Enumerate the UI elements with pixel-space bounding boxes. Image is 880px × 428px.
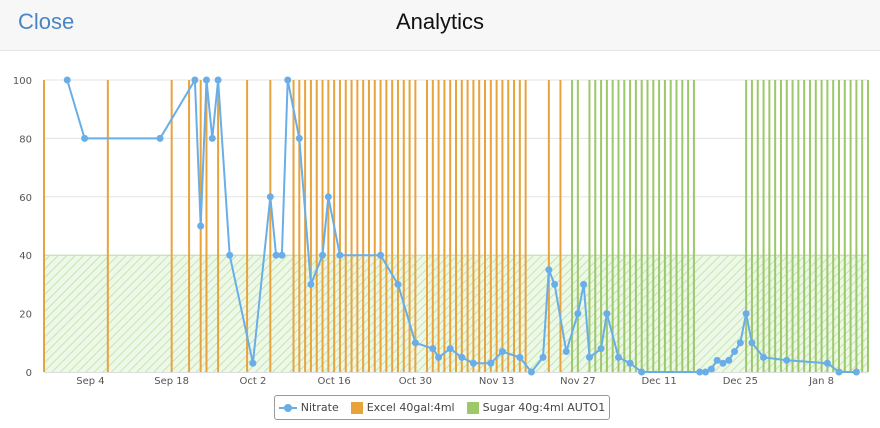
nitrate-point: [208, 134, 216, 142]
nitrate-point: [551, 280, 559, 288]
top-bar: Close Analytics: [0, 0, 880, 51]
x-tick-label: Dec 11: [641, 376, 676, 387]
nitrate-point: [278, 251, 286, 259]
legend-item-nitrate[interactable]: Nitrate: [278, 401, 339, 414]
x-tick-label: Nov 13: [479, 376, 514, 387]
nitrate-point: [469, 359, 477, 367]
chart-legend: Nitrate Excel 40gal:4ml Sugar 40g:4ml AU…: [274, 395, 610, 420]
nitrate-point: [63, 76, 71, 84]
nitrate-point: [429, 345, 437, 353]
nitrate-point: [823, 359, 831, 367]
nitrate-point: [81, 134, 89, 142]
nitrate-point: [272, 251, 280, 259]
nitrate-point: [731, 348, 739, 356]
y-tick-label: 100: [13, 76, 32, 87]
y-tick-label: 0: [26, 368, 32, 379]
x-tick-label: Dec 25: [723, 376, 758, 387]
nitrate-point: [638, 368, 646, 376]
nitrate-point: [562, 348, 570, 356]
nitrate-point: [603, 310, 611, 318]
nitrate-point: [539, 353, 547, 361]
y-tick-label: 40: [19, 251, 32, 262]
nitrate-point: [284, 76, 292, 84]
nitrate-point: [725, 356, 733, 364]
nitrate-point: [783, 356, 791, 364]
nitrate-point: [580, 280, 588, 288]
nitrate-swatch: [278, 403, 297, 412]
nitrate-point: [702, 368, 710, 376]
nitrate-point: [614, 353, 622, 361]
nitrate-point: [411, 339, 419, 347]
y-tick-label: 80: [19, 134, 32, 145]
nitrate-point: [713, 356, 721, 364]
x-tick-label: Oct 16: [318, 376, 351, 387]
nitrate-point: [394, 280, 402, 288]
excel-swatch: [350, 401, 363, 414]
y-tick-label: 20: [19, 310, 32, 321]
nitrate-point: [736, 339, 744, 347]
nitrate-point: [719, 359, 727, 367]
nitrate-point: [574, 310, 582, 318]
nitrate-point: [249, 359, 257, 367]
y-tick-label: 60: [19, 193, 32, 204]
nitrate-point: [597, 345, 605, 353]
nitrate-point: [742, 310, 750, 318]
nitrate-point: [156, 134, 164, 142]
nitrate-point: [516, 353, 524, 361]
legend-label: Nitrate: [300, 401, 339, 414]
legend-item-excel[interactable]: Excel 40gal:4ml: [350, 401, 455, 414]
nitrate-point: [835, 368, 843, 376]
nitrate-point: [707, 365, 715, 373]
nitrate-point: [435, 353, 443, 361]
legend-label: Sugar 40g:4ml AUTO1: [482, 401, 606, 414]
sugar-swatch: [466, 401, 479, 414]
nitrate-point: [202, 76, 210, 84]
nitrate-point: [446, 345, 454, 353]
legend-label: Excel 40gal:4ml: [366, 401, 455, 414]
nitrate-point: [377, 251, 385, 259]
nitrate-point: [696, 368, 704, 376]
nitrate-point: [319, 251, 327, 259]
analytics-chart: 0 20 40 60 80 100 Sep 4 Sep 18 Oct 2 Oct 16 Oct 30…: [13, 76, 869, 387]
nitrate-point: [545, 266, 553, 274]
nitrate-point: [226, 251, 234, 259]
nitrate-point: [498, 348, 506, 356]
nitrate-point: [214, 76, 222, 84]
nitrate-point: [852, 368, 860, 376]
page-title: Analytics: [395, 9, 485, 34]
close-button[interactable]: Close: [18, 9, 75, 34]
x-tick-label: Sep 4: [76, 376, 104, 387]
nitrate-point: [266, 193, 274, 201]
nitrate-point: [760, 353, 768, 361]
nitrate-point: [748, 339, 756, 347]
nitrate-point: [458, 353, 466, 361]
nitrate-point: [191, 76, 199, 84]
nitrate-point: [527, 368, 535, 376]
nitrate-point: [197, 222, 205, 230]
nitrate-point: [487, 359, 495, 367]
nitrate-point: [626, 359, 634, 367]
nitrate-point: [295, 134, 303, 142]
x-tick-label: Nov 27: [560, 376, 595, 387]
x-tick-label: Oct 2: [239, 376, 266, 387]
nitrate-point: [336, 251, 344, 259]
x-tick-label: Sep 18: [154, 376, 189, 387]
legend-item-sugar[interactable]: Sugar 40g:4ml AUTO1: [466, 401, 606, 414]
nitrate-point: [324, 193, 332, 201]
nitrate-point: [307, 280, 315, 288]
x-tick-label: Oct 30: [399, 376, 432, 387]
x-tick-label: Jan 8: [808, 376, 834, 387]
nitrate-point: [585, 353, 593, 361]
